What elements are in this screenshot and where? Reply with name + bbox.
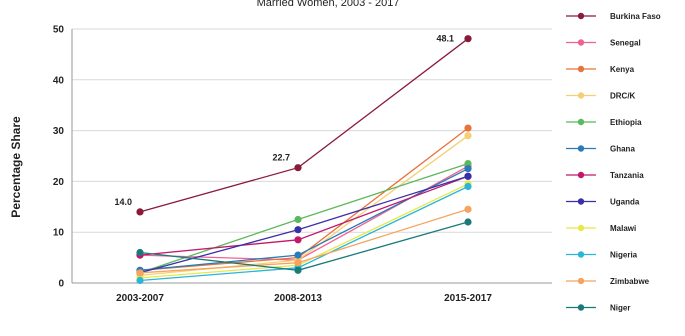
series-line <box>139 175 469 256</box>
data-point <box>294 226 302 234</box>
data-point <box>294 251 302 259</box>
legend-item[interactable]: DRC/K <box>566 92 636 101</box>
data-point <box>464 165 472 173</box>
legend-label: DRC/K <box>610 92 636 101</box>
data-point <box>136 208 144 216</box>
series-line <box>139 135 469 277</box>
legend-item[interactable]: Zimbabwe <box>566 277 650 286</box>
data-point <box>294 164 302 172</box>
data-label: 48.1 <box>436 34 454 44</box>
series-burkina-faso <box>136 35 472 216</box>
series-tanzania <box>136 172 472 259</box>
y-tick-label: 0 <box>58 279 64 290</box>
legend-label: Niger <box>610 304 630 313</box>
series-niger <box>136 218 472 274</box>
series-senegal <box>136 162 472 264</box>
legend-item[interactable]: Kenya <box>566 65 635 74</box>
data-point <box>464 172 472 180</box>
data-point <box>294 215 302 224</box>
series-line <box>139 221 469 271</box>
legend-swatch-marker <box>577 224 585 232</box>
data-point <box>136 276 144 285</box>
legend-swatch-marker <box>577 198 585 205</box>
series-line <box>139 38 469 213</box>
series-line <box>139 208 469 274</box>
x-tick-label: 2003-2007 <box>116 293 164 304</box>
legend-swatch-marker <box>577 145 585 152</box>
y-tick-label: 50 <box>53 25 65 36</box>
legend-item[interactable]: Uganda <box>566 198 640 207</box>
series-ethiopia <box>136 160 472 277</box>
y-tick-label: 40 <box>53 75 65 86</box>
legend-swatch-marker <box>577 304 585 311</box>
legend-label: Ethiopia <box>610 118 642 127</box>
x-tick-label: 2015-2017 <box>444 293 492 304</box>
data-point <box>464 132 472 140</box>
legend-swatch-marker <box>577 92 585 99</box>
legend-item[interactable]: Burkina Faso <box>566 12 661 21</box>
data-label: 22.7 <box>272 153 290 163</box>
data-point <box>464 124 472 132</box>
legend-swatch-marker <box>577 39 585 46</box>
legend-label: Zimbabwe <box>610 277 650 286</box>
data-point <box>464 218 472 226</box>
legend-label: Tanzania <box>610 171 644 180</box>
x-axis-ticks: 2003-2007 2008-2013 2015-2017 <box>116 293 492 304</box>
legend-label: Senegal <box>610 39 641 48</box>
legend[interactable]: Burkina Faso Senegal Kenya DRC/K Ethiopia Gha… <box>566 12 661 313</box>
legend-label: Malawi <box>610 224 636 233</box>
gridlines <box>71 28 552 284</box>
legend-label: Ghana <box>610 145 635 154</box>
chart-title: Married Women, 2003 - 2017 <box>257 0 400 9</box>
data-point <box>464 182 472 191</box>
data-point <box>294 266 302 274</box>
legend-item[interactable]: Nigeria <box>566 251 638 260</box>
series-zimbabwe <box>136 205 472 277</box>
legend-item[interactable]: Tanzania <box>566 171 644 180</box>
legend-item[interactable]: Ghana <box>566 145 635 154</box>
legend-item[interactable]: Senegal <box>566 39 641 48</box>
legend-swatch-marker <box>577 277 585 285</box>
data-point <box>464 35 472 43</box>
y-axis-ticks: 0 10 20 30 40 50 <box>53 25 65 290</box>
legend-item[interactable]: Malawi <box>566 224 636 233</box>
legend-swatch-marker <box>577 12 585 20</box>
data-point <box>464 160 472 168</box>
series-lines <box>136 35 472 285</box>
legend-label: Nigeria <box>610 251 638 260</box>
legend-label: Kenya <box>610 65 635 74</box>
legend-swatch-marker <box>577 251 585 258</box>
legend-swatch-marker <box>577 65 585 73</box>
y-tick-label: 30 <box>53 126 65 137</box>
data-labels: 14.0 22.7 48.1 <box>114 34 454 207</box>
data-point <box>294 236 302 244</box>
data-point <box>464 205 472 213</box>
legend-swatch-marker <box>577 171 585 179</box>
data-point <box>294 259 302 267</box>
legend-label: Burkina Faso <box>610 12 661 21</box>
data-point <box>136 248 144 257</box>
y-tick-label: 10 <box>53 228 65 239</box>
legend-item[interactable]: Ethiopia <box>566 118 642 127</box>
legend-swatch-marker <box>577 118 585 126</box>
data-point <box>136 269 144 277</box>
data-label: 14.0 <box>114 197 132 207</box>
legend-label: Uganda <box>610 198 640 207</box>
y-tick-label: 20 <box>53 177 65 188</box>
x-tick-label: 2008-2013 <box>274 293 322 304</box>
y-axis-title: Percentage Share <box>9 116 23 218</box>
series-line <box>139 127 469 271</box>
legend-item[interactable]: Niger <box>566 304 630 313</box>
